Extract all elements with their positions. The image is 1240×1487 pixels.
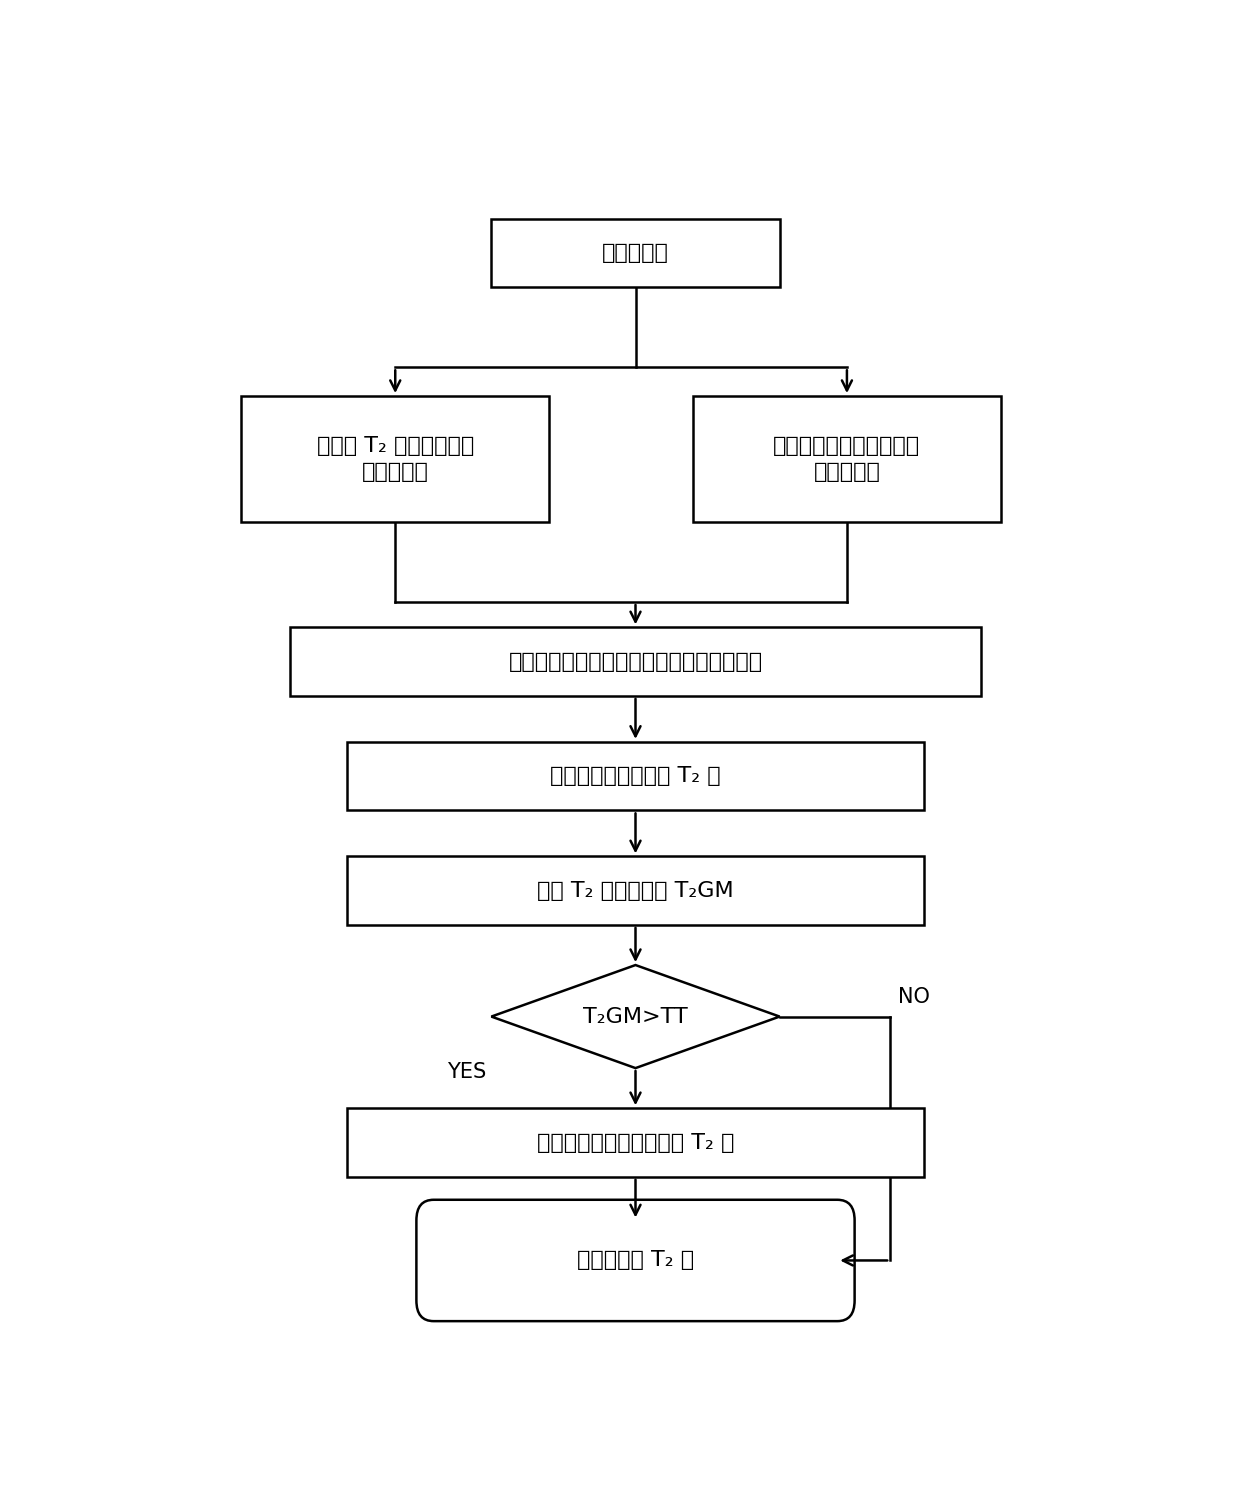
- Text: 伪核磁测井 T₂ 谱: 伪核磁测井 T₂ 谱: [577, 1251, 694, 1270]
- Text: 选取样本层: 选取样本层: [603, 242, 668, 263]
- FancyBboxPatch shape: [491, 219, 780, 287]
- Text: 分别建立储层和非储层混合模型和储层模型: 分别建立储层和非储层混合模型和储层模型: [508, 651, 763, 672]
- Text: 构造拟合参数并提取样本
层测井参数: 构造拟合参数并提取样本 层测井参数: [774, 436, 920, 482]
- FancyBboxPatch shape: [347, 1108, 924, 1176]
- Text: 按核磁 T₂ 谱分布提取样
本层幅度值: 按核磁 T₂ 谱分布提取样 本层幅度值: [316, 436, 474, 482]
- FancyBboxPatch shape: [347, 742, 924, 810]
- FancyBboxPatch shape: [242, 396, 549, 522]
- FancyBboxPatch shape: [417, 1200, 854, 1320]
- FancyBboxPatch shape: [290, 628, 982, 696]
- Text: T₂GM>TT: T₂GM>TT: [583, 1007, 688, 1026]
- FancyBboxPatch shape: [347, 857, 924, 925]
- Text: 储层模型预测伪核磁共振 T₂ 谱: 储层模型预测伪核磁共振 T₂ 谱: [537, 1133, 734, 1152]
- Text: 计算 T₂ 几何平均值 T₂GM: 计算 T₂ 几何平均值 T₂GM: [537, 880, 734, 901]
- Polygon shape: [491, 965, 780, 1068]
- FancyBboxPatch shape: [693, 396, 1001, 522]
- Text: 混合模型预测伪核磁 T₂ 谱: 混合模型预测伪核磁 T₂ 谱: [551, 766, 720, 787]
- Text: NO: NO: [898, 987, 930, 1007]
- Text: YES: YES: [448, 1062, 486, 1083]
